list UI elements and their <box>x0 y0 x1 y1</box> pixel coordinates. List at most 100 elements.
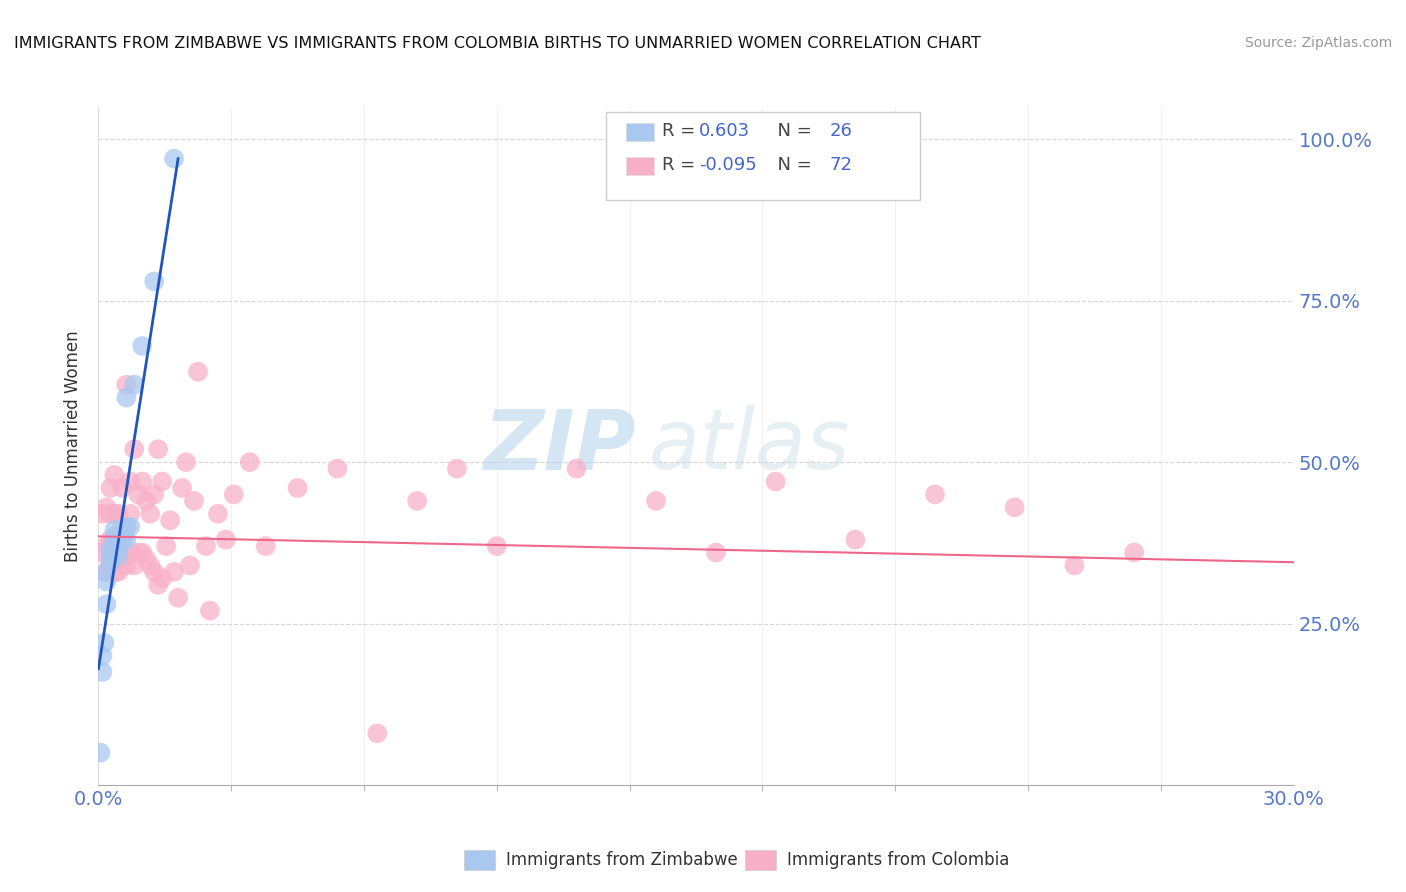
Text: Immigrants from Zimbabwe: Immigrants from Zimbabwe <box>506 851 738 869</box>
Point <box>98 507 122 521</box>
Point <box>111 481 134 495</box>
Point <box>167 591 190 605</box>
Point <box>222 487 245 501</box>
Point <box>91 648 114 663</box>
Point <box>207 507 229 521</box>
Point <box>172 481 194 495</box>
Point <box>366 726 388 740</box>
Point <box>103 536 125 550</box>
Point <box>96 539 118 553</box>
Point <box>143 274 166 288</box>
Point <box>150 571 173 585</box>
Point <box>183 494 205 508</box>
Point <box>124 377 146 392</box>
Point <box>187 365 209 379</box>
Point <box>111 519 134 533</box>
Point <box>98 542 122 557</box>
Text: ZIP: ZIP <box>484 406 637 486</box>
Point <box>131 475 153 489</box>
Point <box>103 523 125 537</box>
Text: atlas: atlas <box>648 406 849 486</box>
Point <box>254 539 277 553</box>
Point <box>96 565 118 579</box>
Point <box>103 565 125 579</box>
Point <box>107 549 129 563</box>
Point <box>446 461 468 475</box>
Point <box>127 487 149 501</box>
Point <box>91 545 114 559</box>
Point <box>107 507 129 521</box>
Point <box>127 545 149 559</box>
Point <box>93 636 115 650</box>
Point <box>107 536 129 550</box>
Text: N =: N = <box>766 156 818 174</box>
Point <box>163 152 186 166</box>
Point <box>704 545 727 559</box>
Point <box>107 542 129 557</box>
Point <box>96 574 118 589</box>
Point <box>111 533 134 547</box>
Point <box>115 558 138 573</box>
Point <box>91 507 114 521</box>
Point <box>115 519 138 533</box>
Text: R =: R = <box>662 156 702 174</box>
Point <box>1063 558 1085 573</box>
Point <box>239 455 262 469</box>
Text: 26: 26 <box>830 122 852 140</box>
Text: Source: ZipAtlas.com: Source: ZipAtlas.com <box>1244 36 1392 50</box>
Point <box>143 487 166 501</box>
Point <box>844 533 866 547</box>
Point <box>148 442 170 457</box>
Y-axis label: Births to Unmarried Women: Births to Unmarried Women <box>65 330 83 562</box>
Point <box>98 533 122 547</box>
Point <box>96 565 118 579</box>
Point <box>115 519 138 533</box>
Point <box>174 455 197 469</box>
Point <box>120 507 142 521</box>
Point <box>103 468 125 483</box>
Point <box>143 565 166 579</box>
Point <box>107 565 129 579</box>
Point <box>765 475 787 489</box>
Text: R =: R = <box>662 122 702 140</box>
Point <box>645 494 668 508</box>
Point <box>124 558 146 573</box>
Point <box>98 555 122 569</box>
Point <box>120 519 142 533</box>
Point <box>163 565 186 579</box>
Point <box>120 545 142 559</box>
Point <box>91 665 114 679</box>
Point <box>135 494 157 508</box>
Point <box>115 533 138 547</box>
Point <box>103 539 125 553</box>
Point <box>115 391 138 405</box>
Point <box>98 558 122 573</box>
Point <box>139 558 162 573</box>
Point <box>107 545 129 559</box>
Point <box>1123 545 1146 559</box>
Text: -0.095: -0.095 <box>699 156 756 174</box>
Point <box>120 475 142 489</box>
Point <box>96 597 118 611</box>
Text: IMMIGRANTS FROM ZIMBABWE VS IMMIGRANTS FROM COLOMBIA BIRTHS TO UNMARRIED WOMEN C: IMMIGRANTS FROM ZIMBABWE VS IMMIGRANTS F… <box>14 36 981 51</box>
Point <box>159 513 181 527</box>
Point <box>96 500 118 515</box>
Text: 72: 72 <box>830 156 852 174</box>
Point <box>215 533 238 547</box>
Point <box>124 442 146 457</box>
Point <box>1004 500 1026 515</box>
Point <box>131 339 153 353</box>
Text: 0.603: 0.603 <box>699 122 749 140</box>
Point <box>485 539 508 553</box>
Point <box>924 487 946 501</box>
Text: Immigrants from Colombia: Immigrants from Colombia <box>787 851 1010 869</box>
Point <box>98 549 122 563</box>
Point <box>148 578 170 592</box>
Point <box>287 481 309 495</box>
Point <box>89 746 111 760</box>
Text: N =: N = <box>766 122 818 140</box>
Point <box>565 461 588 475</box>
Point <box>115 377 138 392</box>
Point <box>155 539 177 553</box>
Point <box>103 529 125 543</box>
